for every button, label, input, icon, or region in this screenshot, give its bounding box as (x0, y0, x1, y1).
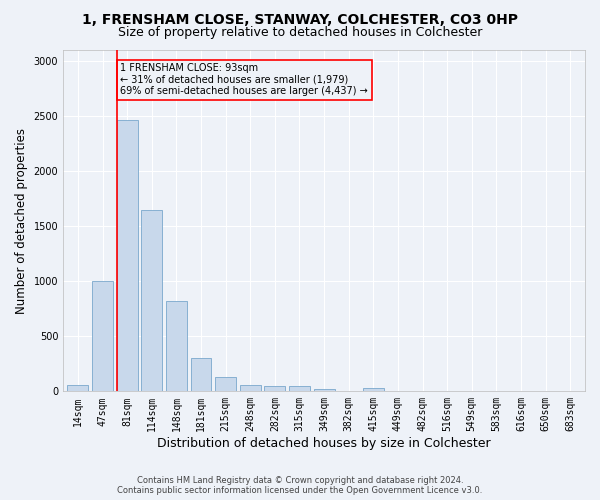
Text: Size of property relative to detached houses in Colchester: Size of property relative to detached ho… (118, 26, 482, 39)
Bar (191, 358, 211, 392)
Bar (92, 281, 113, 392)
Bar (142, 210, 162, 392)
Bar (215, 377, 236, 392)
X-axis label: Distribution of detached houses by size in Colchester: Distribution of detached houses by size … (157, 437, 491, 450)
Bar (166, 301, 187, 392)
Bar (314, 389, 335, 392)
Text: 1, FRENSHAM CLOSE, STANWAY, COLCHESTER, CO3 0HP: 1, FRENSHAM CLOSE, STANWAY, COLCHESTER, … (82, 12, 518, 26)
Bar (240, 386, 261, 392)
Bar (117, 120, 137, 392)
Bar (67, 384, 88, 392)
Y-axis label: Number of detached properties: Number of detached properties (15, 128, 28, 314)
Bar (289, 386, 310, 392)
Bar (265, 386, 286, 392)
Bar (363, 388, 384, 392)
Text: Contains HM Land Registry data © Crown copyright and database right 2024.
Contai: Contains HM Land Registry data © Crown c… (118, 476, 482, 495)
Text: 1 FRENSHAM CLOSE: 93sqm
← 31% of detached houses are smaller (1,979)
69% of semi: 1 FRENSHAM CLOSE: 93sqm ← 31% of detache… (121, 63, 368, 96)
